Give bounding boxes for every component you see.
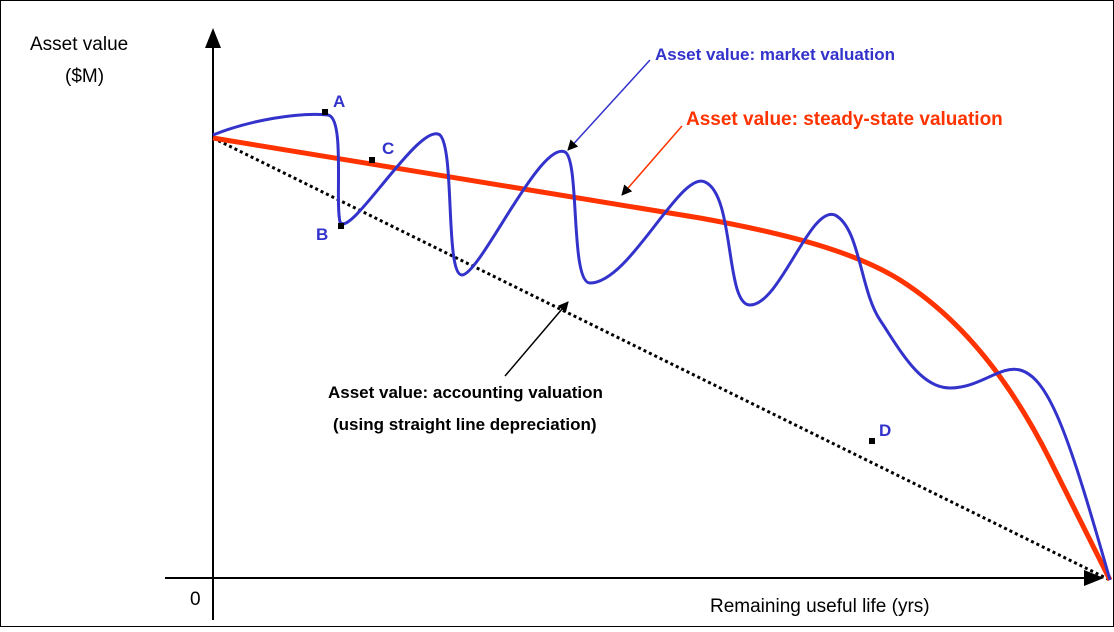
origin-label: 0 [190, 589, 201, 610]
y-arrow [205, 28, 221, 48]
x-arrow [1084, 570, 1104, 586]
accounting-line [212, 136, 1111, 582]
point-label: B [316, 225, 328, 244]
point-label: D [879, 421, 891, 440]
annotation-arrow [504, 301, 569, 377]
point-marker [338, 223, 344, 229]
y-axis-label: ($M) [65, 66, 104, 87]
point-label: C [382, 139, 394, 158]
y-axis-label: Asset value [30, 34, 128, 55]
point-marker [369, 157, 375, 163]
point-marker [869, 438, 875, 444]
steady-state-curve [212, 135, 1113, 582]
annotation: Asset value: steady-state valuation [686, 109, 1003, 130]
x-axis-label: Remaining useful life (yrs) [710, 596, 930, 617]
annotation-arrow [567, 59, 651, 151]
point-label: A [333, 92, 345, 111]
point-marker [322, 109, 328, 115]
market-curve [212, 112, 1112, 581]
annotation: (using straight line depreciation) [333, 415, 597, 434]
annotation-arrow [621, 125, 683, 196]
annotation: Asset value: accounting valuation [328, 383, 603, 402]
annotation: Asset value: market valuation [655, 45, 895, 64]
